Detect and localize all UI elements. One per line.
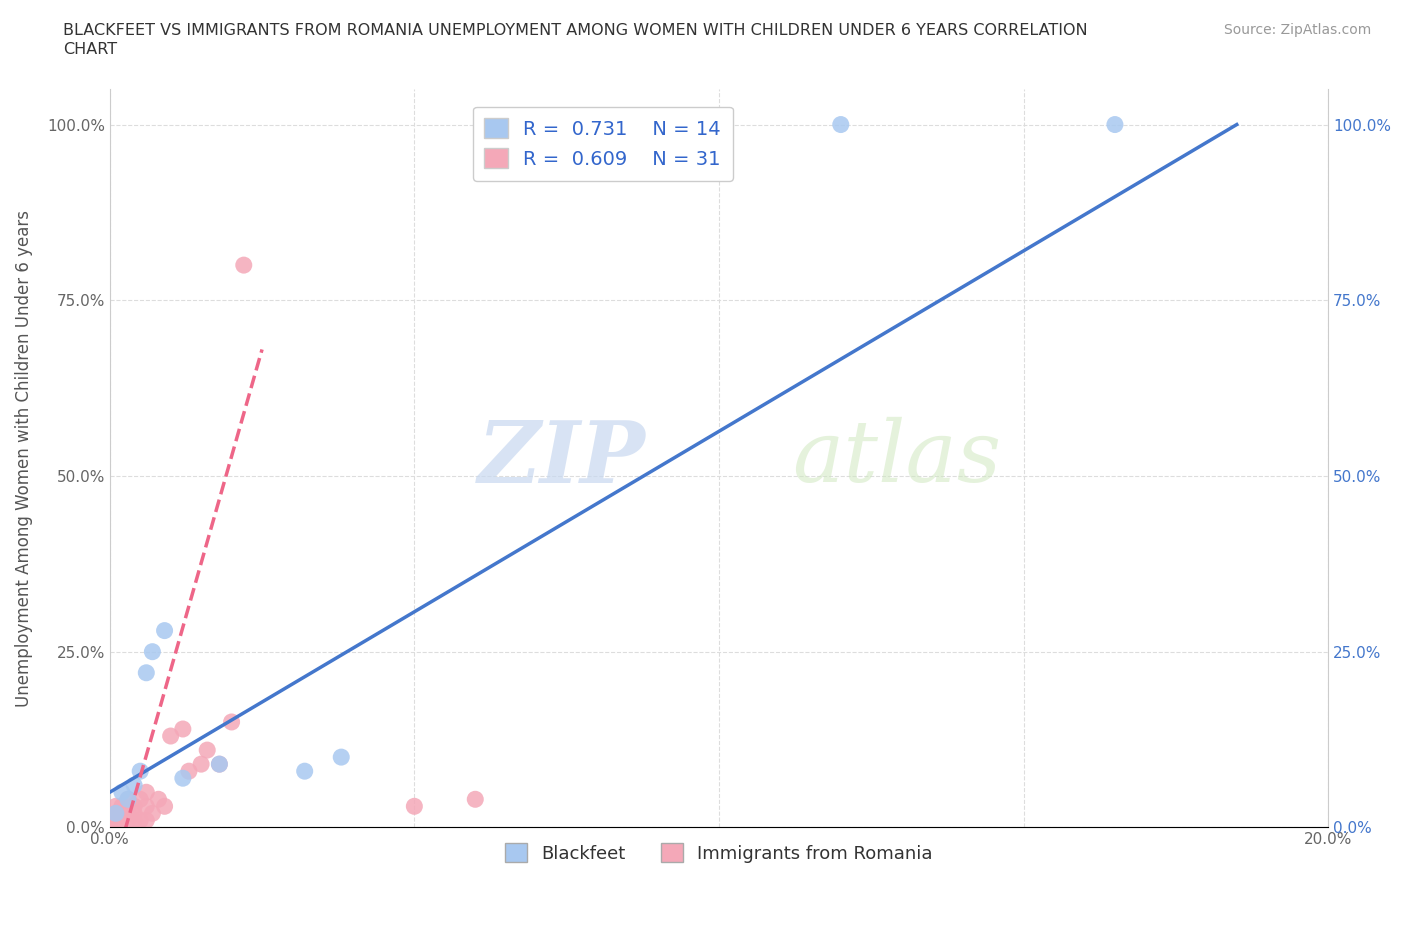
Point <box>221 714 243 729</box>
Point <box>208 757 231 772</box>
Point <box>830 117 852 132</box>
Point <box>98 813 121 828</box>
Point <box>104 806 127 821</box>
Point <box>135 785 157 800</box>
Point <box>232 258 254 272</box>
Point <box>148 791 170 806</box>
Point <box>135 799 157 814</box>
Point <box>172 771 194 786</box>
Point <box>195 743 218 758</box>
Point <box>98 820 121 835</box>
Point <box>129 791 152 806</box>
Point <box>330 750 353 764</box>
Point <box>404 799 426 814</box>
Point <box>190 757 212 772</box>
Point <box>129 764 152 778</box>
Point <box>111 785 134 800</box>
Point <box>135 813 157 828</box>
Point <box>122 799 145 814</box>
Point <box>104 813 127 828</box>
Point <box>111 799 134 814</box>
Point <box>141 644 163 659</box>
Text: BLACKFEET VS IMMIGRANTS FROM ROMANIA UNEMPLOYMENT AMONG WOMEN WITH CHILDREN UNDE: BLACKFEET VS IMMIGRANTS FROM ROMANIA UNE… <box>63 23 1088 38</box>
Point <box>153 799 176 814</box>
Y-axis label: Unemployment Among Women with Children Under 6 years: Unemployment Among Women with Children U… <box>15 210 32 707</box>
Point <box>159 728 181 743</box>
Point <box>104 799 127 814</box>
Text: Source: ZipAtlas.com: Source: ZipAtlas.com <box>1223 23 1371 37</box>
Point <box>129 813 152 828</box>
Point <box>294 764 316 778</box>
Point <box>117 791 139 806</box>
Text: CHART: CHART <box>63 42 117 57</box>
Point <box>153 623 176 638</box>
Point <box>141 806 163 821</box>
Point <box>104 806 127 821</box>
Text: atlas: atlas <box>792 417 1001 499</box>
Point <box>117 813 139 828</box>
Point <box>122 806 145 821</box>
Legend: Blackfeet, Immigrants from Romania: Blackfeet, Immigrants from Romania <box>498 836 941 870</box>
Point <box>122 813 145 828</box>
Point <box>135 665 157 680</box>
Text: ZIP: ZIP <box>478 417 645 500</box>
Point <box>117 791 139 806</box>
Point <box>122 777 145 792</box>
Point <box>208 757 231 772</box>
Point <box>111 813 134 828</box>
Point <box>464 791 486 806</box>
Point <box>1104 117 1126 132</box>
Point <box>172 722 194 737</box>
Point <box>177 764 200 778</box>
Point <box>117 806 139 821</box>
